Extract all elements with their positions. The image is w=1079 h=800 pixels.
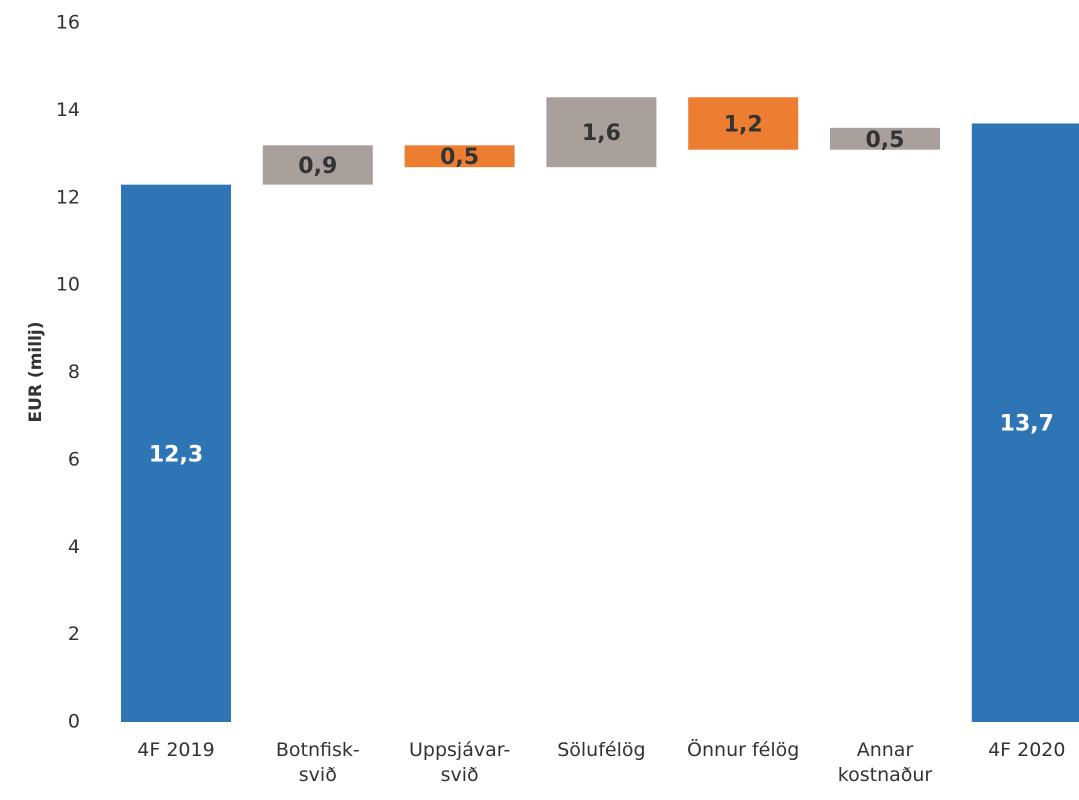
value-label: 0,5 <box>440 145 479 170</box>
y-tick-label: 12 <box>56 186 80 208</box>
x-tick-label: 4F 2019 <box>137 739 215 761</box>
x-tick-label: Sölufélög <box>557 739 646 761</box>
bar <box>262 145 373 185</box>
bar <box>830 127 940 150</box>
x-tick-label: Uppsjávar- svið <box>408 739 511 786</box>
bar <box>971 123 1079 722</box>
x-tick-label: 4F 2020 <box>988 739 1066 761</box>
x-tick-label: Annar kostnaður <box>837 739 933 786</box>
value-label: 13,7 <box>1000 412 1054 437</box>
y-tick-label: 2 <box>68 623 80 645</box>
bar <box>546 97 657 168</box>
bar <box>404 145 515 168</box>
bar <box>688 97 799 150</box>
y-tick-label: 4 <box>68 536 80 558</box>
y-axis-label: EUR (millj) <box>26 322 46 423</box>
x-tick-label: Önnur félög <box>687 739 800 761</box>
y-tick-label: 10 <box>56 274 80 296</box>
value-label: 1,2 <box>724 112 763 137</box>
value-label: 1,6 <box>582 121 621 146</box>
x-tick-label: Botnfisk- svið <box>275 739 360 786</box>
value-label: 0,9 <box>298 154 337 179</box>
y-tick-label: 8 <box>68 361 80 383</box>
y-tick-label: 6 <box>68 448 80 470</box>
bar <box>121 184 231 723</box>
y-tick-label: 16 <box>56 12 80 34</box>
value-label: 0,5 <box>866 128 905 153</box>
y-tick-label: 14 <box>56 99 80 121</box>
y-tick-label: 0 <box>68 711 80 733</box>
value-label: 12,3 <box>149 442 203 467</box>
